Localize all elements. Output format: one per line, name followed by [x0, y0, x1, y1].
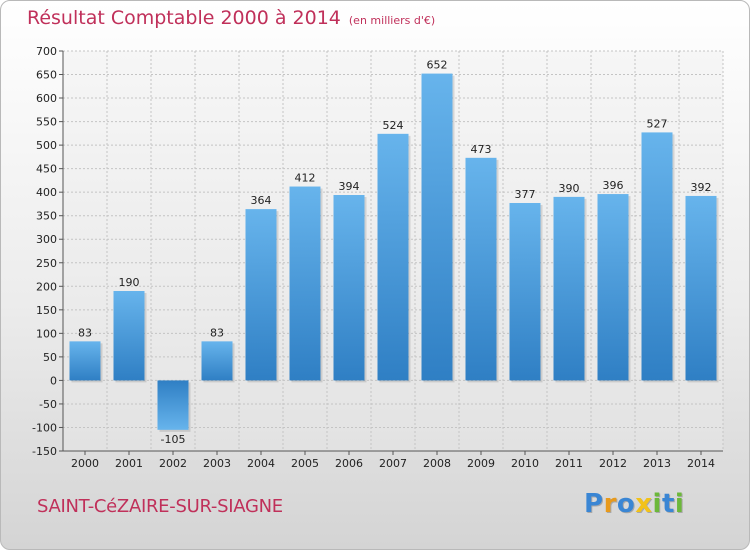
x-tick-label: 2005	[291, 457, 319, 470]
data-label: 377	[515, 188, 536, 201]
x-tick-label: 2013	[643, 457, 671, 470]
y-tick-label: 550	[36, 116, 57, 129]
logo-letter: r	[603, 489, 617, 519]
bar	[597, 194, 629, 381]
bar	[157, 380, 189, 430]
data-label: 392	[691, 181, 712, 194]
logo-letter: t	[661, 489, 675, 519]
commune-name: SAINT-CéZAIRE-SUR-SIAGNE	[37, 496, 283, 517]
chart-title-main: Résultat Comptable 2000 à 2014	[27, 7, 341, 29]
bar	[245, 209, 277, 381]
logo-letter: x	[635, 489, 653, 519]
data-label: 190	[119, 276, 140, 289]
bar	[685, 195, 717, 381]
data-label: 83	[210, 326, 224, 339]
bar	[421, 73, 453, 381]
data-label: 473	[471, 143, 492, 156]
y-tick-label: -100	[32, 421, 57, 434]
data-label: 83	[78, 326, 92, 339]
x-tick-label: 2007	[379, 457, 407, 470]
proxiti-logo: Proxiti	[584, 489, 684, 519]
chart-title-unit: (en milliers d'€)	[348, 14, 436, 27]
y-tick-label: 50	[43, 351, 57, 364]
x-tick-label: 2008	[423, 457, 451, 470]
x-tick-label: 2004	[247, 457, 275, 470]
bar	[113, 291, 145, 381]
x-tick-label: 2009	[467, 457, 495, 470]
data-label: 527	[647, 117, 668, 130]
bar	[377, 133, 409, 381]
x-tick-label: 2012	[599, 457, 627, 470]
logo-letter: i	[652, 489, 662, 519]
x-tick-label: 2014	[687, 457, 715, 470]
bar	[553, 196, 585, 381]
bar	[289, 186, 321, 381]
y-tick-label: 200	[36, 280, 57, 293]
x-tick-label: 2003	[203, 457, 231, 470]
data-label: 390	[559, 182, 580, 195]
x-tick-label: 2011	[555, 457, 583, 470]
x-tick-label: 2001	[115, 457, 143, 470]
bar	[333, 195, 365, 381]
y-tick-label: 350	[36, 210, 57, 223]
x-tick-label: 2010	[511, 457, 539, 470]
bar	[465, 157, 497, 381]
y-tick-label: 0	[50, 374, 57, 387]
logo-letter: P	[584, 489, 604, 519]
y-tick-label: 600	[36, 92, 57, 105]
chart-title: Résultat Comptable 2000 à 2014 (en millie…	[27, 7, 435, 29]
y-tick-label: 400	[36, 186, 57, 199]
bar	[201, 341, 233, 381]
x-tick-label: 2006	[335, 457, 363, 470]
y-tick-label: 100	[36, 327, 57, 340]
y-tick-label: 650	[36, 69, 57, 82]
y-tick-label: 150	[36, 304, 57, 317]
data-label: -105	[161, 433, 186, 446]
y-tick-label: -50	[39, 398, 57, 411]
y-tick-label: 700	[36, 45, 57, 58]
x-tick-label: 2002	[159, 457, 187, 470]
logo-letter: i	[674, 489, 685, 519]
bar	[69, 341, 101, 381]
logo-letter: o	[616, 489, 636, 519]
bar	[641, 132, 673, 381]
data-label: 652	[427, 59, 448, 72]
y-tick-label: 500	[36, 139, 57, 152]
data-label: 364	[251, 194, 272, 207]
y-tick-label: -150	[32, 445, 57, 458]
data-label: 396	[603, 179, 624, 192]
data-label: 412	[295, 172, 316, 185]
data-label: 394	[339, 180, 360, 193]
y-tick-label: 450	[36, 163, 57, 176]
y-tick-label: 250	[36, 257, 57, 270]
y-tick-label: 300	[36, 233, 57, 246]
data-label: 524	[383, 119, 404, 132]
x-tick-label: 2000	[71, 457, 99, 470]
bar	[509, 203, 541, 381]
